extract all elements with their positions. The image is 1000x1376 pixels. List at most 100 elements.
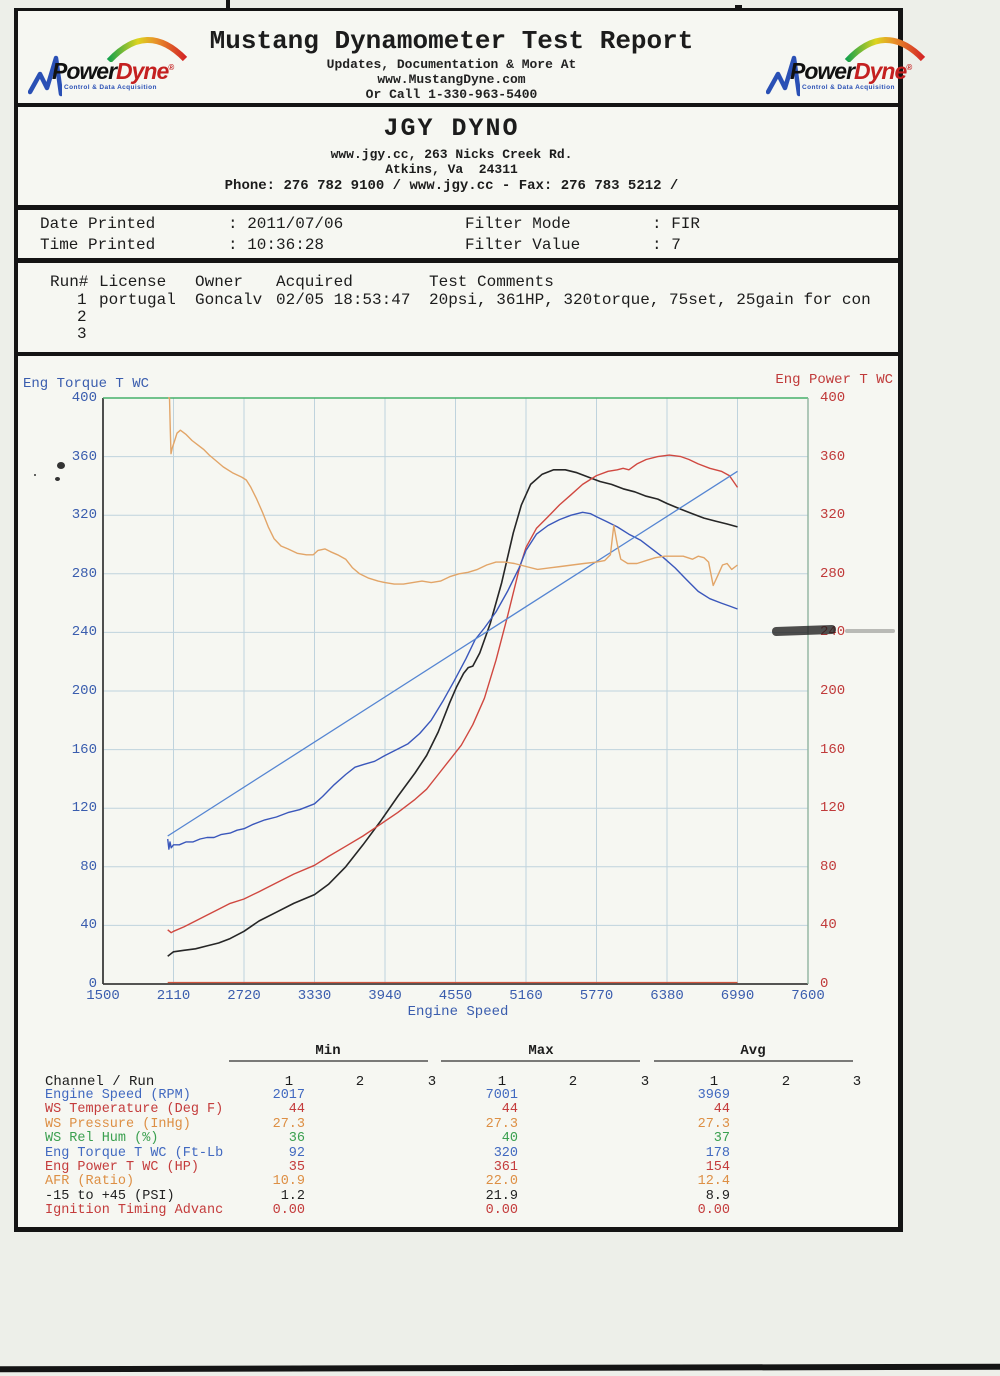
stats-rule-min [229,1060,428,1062]
stats-run-number: 1 [709,1074,719,1090]
stats-value-min: 27.3 [272,1116,305,1132]
divider-printinfo [14,258,903,263]
run-row-cell: portugal [99,291,176,309]
stats-channel-label: Eng Torque T WC (Ft-Lb [45,1145,224,1161]
y-left-tick: 320 [71,507,97,524]
y-right-tick: 200 [820,683,846,699]
stats-channel-label: Eng Power T WC (HP) [45,1160,199,1175]
stats-value-min: 2017 [272,1088,305,1103]
stats-value-avg: 12.4 [697,1174,730,1190]
stats-channel-label: WS Pressure (InHg) [45,1116,191,1132]
y-right-tick: 320 [820,507,846,524]
stats-run-number: 3 [640,1074,650,1090]
border-bottom [14,1227,903,1232]
stats-value-max: 7001 [485,1088,518,1103]
logo-tagline: Control & Data Acquisition [64,84,157,91]
divider-runs [14,352,903,356]
y-right-tick: 360 [820,448,846,465]
logo-wordmark: PowerDyne® [52,58,174,84]
stats-run-number: 1 [497,1074,507,1090]
shop-address-line2: Atkins, Va 24311 [385,162,518,177]
y-left-tick: 200 [71,683,97,699]
stats-value-avg: 0.00 [697,1203,730,1219]
y-left-tick: 0 [88,976,97,992]
run-row-cell: 20psi, 361HP, 320torque, 75set, 25gain f… [429,291,871,309]
y-left-tick: 400 [71,390,97,406]
x-tick: 3940 [368,988,402,1004]
y-right-tick: 80 [820,858,837,875]
y-left-tick: 80 [80,858,97,875]
run-row-cell: Goncalv [195,291,263,309]
stats-value-avg: 8.9 [705,1188,730,1204]
logo-tagline: Control & Data Acquisition [802,84,895,91]
x-axis-title: Engine Speed [407,1004,509,1020]
scan-mark-top [226,0,230,9]
stats-value-avg: 3969 [697,1088,730,1103]
stats-value-min: 36 [288,1131,305,1147]
y-left-tick: 120 [71,800,97,817]
runs-header-acquired: Acquired [276,273,353,291]
stats-run-number: 1 [284,1074,294,1090]
divider-header [14,103,903,107]
stats-rule-avg [654,1060,853,1062]
y-right-tick: 40 [820,917,837,934]
powerdyne-logo-left: PowerDyne® Control & Data Acquisition [28,37,198,100]
stats-row-header: Channel / Run [45,1074,155,1090]
right-axis-title: Eng Power T WC [775,372,893,388]
x-tick: 2720 [227,988,261,1004]
shop-address-line1: www.jgy.cc, 263 Nicks Creek Rd. [330,147,573,162]
filter-mode-label: Filter Mode [465,215,571,233]
stats-rule-max [441,1060,640,1062]
border-right [898,8,903,1232]
stats-value-max: 361 [493,1160,518,1175]
stats-value-min: 44 [288,1102,305,1118]
stats-value-avg: 27.3 [697,1116,730,1132]
stats-run-number: 2 [781,1074,791,1090]
stats-run-number: 3 [427,1074,437,1090]
left-axis-title: Eng Torque T WC [23,376,150,392]
run-row-cell: 1 [77,291,87,309]
stats-value-min: 0.00 [272,1203,305,1219]
y-right-tick: 400 [820,390,846,406]
shop-name: JGY DYNO [383,114,520,143]
y-left-tick: 160 [71,741,97,758]
x-tick: 1500 [86,988,120,1004]
stats-value-max: 21.9 [485,1188,518,1204]
y-right-tick: 280 [820,565,846,582]
date-printed-label: Date Printed [40,215,156,233]
stats-group-min: Min [315,1043,341,1059]
stats-value-max: 22.0 [485,1174,518,1190]
run-row-cell: 3 [77,325,87,343]
runs-header-license: License [99,273,167,291]
rainbow-arc-icon [844,37,926,62]
runs-header-owner: Owner [195,273,244,291]
y-left-tick: 360 [71,448,97,465]
time-printed-value: : 10:36:28 [228,236,325,254]
x-tick: 2110 [156,988,191,1004]
y-left-tick: 240 [71,624,97,641]
border-top [14,8,903,11]
runs-header-comments: Test Comments [429,273,554,291]
y-left-tick: 280 [71,565,97,582]
stats-run-number: 2 [568,1074,578,1090]
stats-channel-label: AFR (Ratio) [45,1174,135,1190]
report-subtitle-2: www.MustangDyne.com [377,72,526,87]
report-title: Mustang Dynamometer Test Report [209,26,694,56]
rainbow-arc-icon [106,37,188,62]
scan-speck [34,474,36,476]
x-tick: 5160 [509,988,543,1004]
stats-run-number: 3 [852,1074,862,1090]
report-subtitle-3: Or Call 1-330-963-5400 [365,87,538,102]
y-right-tick: 160 [820,741,846,758]
stats-value-max: 27.3 [485,1116,518,1132]
stats-value-avg: 44 [713,1102,730,1118]
logo-zigzag-icon [766,55,800,97]
stats-value-min: 35 [288,1160,305,1175]
border-left [14,8,18,1232]
x-tick: 7600 [791,988,825,1004]
stats-value-avg: 154 [705,1160,730,1175]
run-row-cell: 2 [77,308,87,326]
stats-channel-label: -15 to +45 (PSI) [45,1188,175,1204]
y-right-tick: 120 [820,800,846,817]
